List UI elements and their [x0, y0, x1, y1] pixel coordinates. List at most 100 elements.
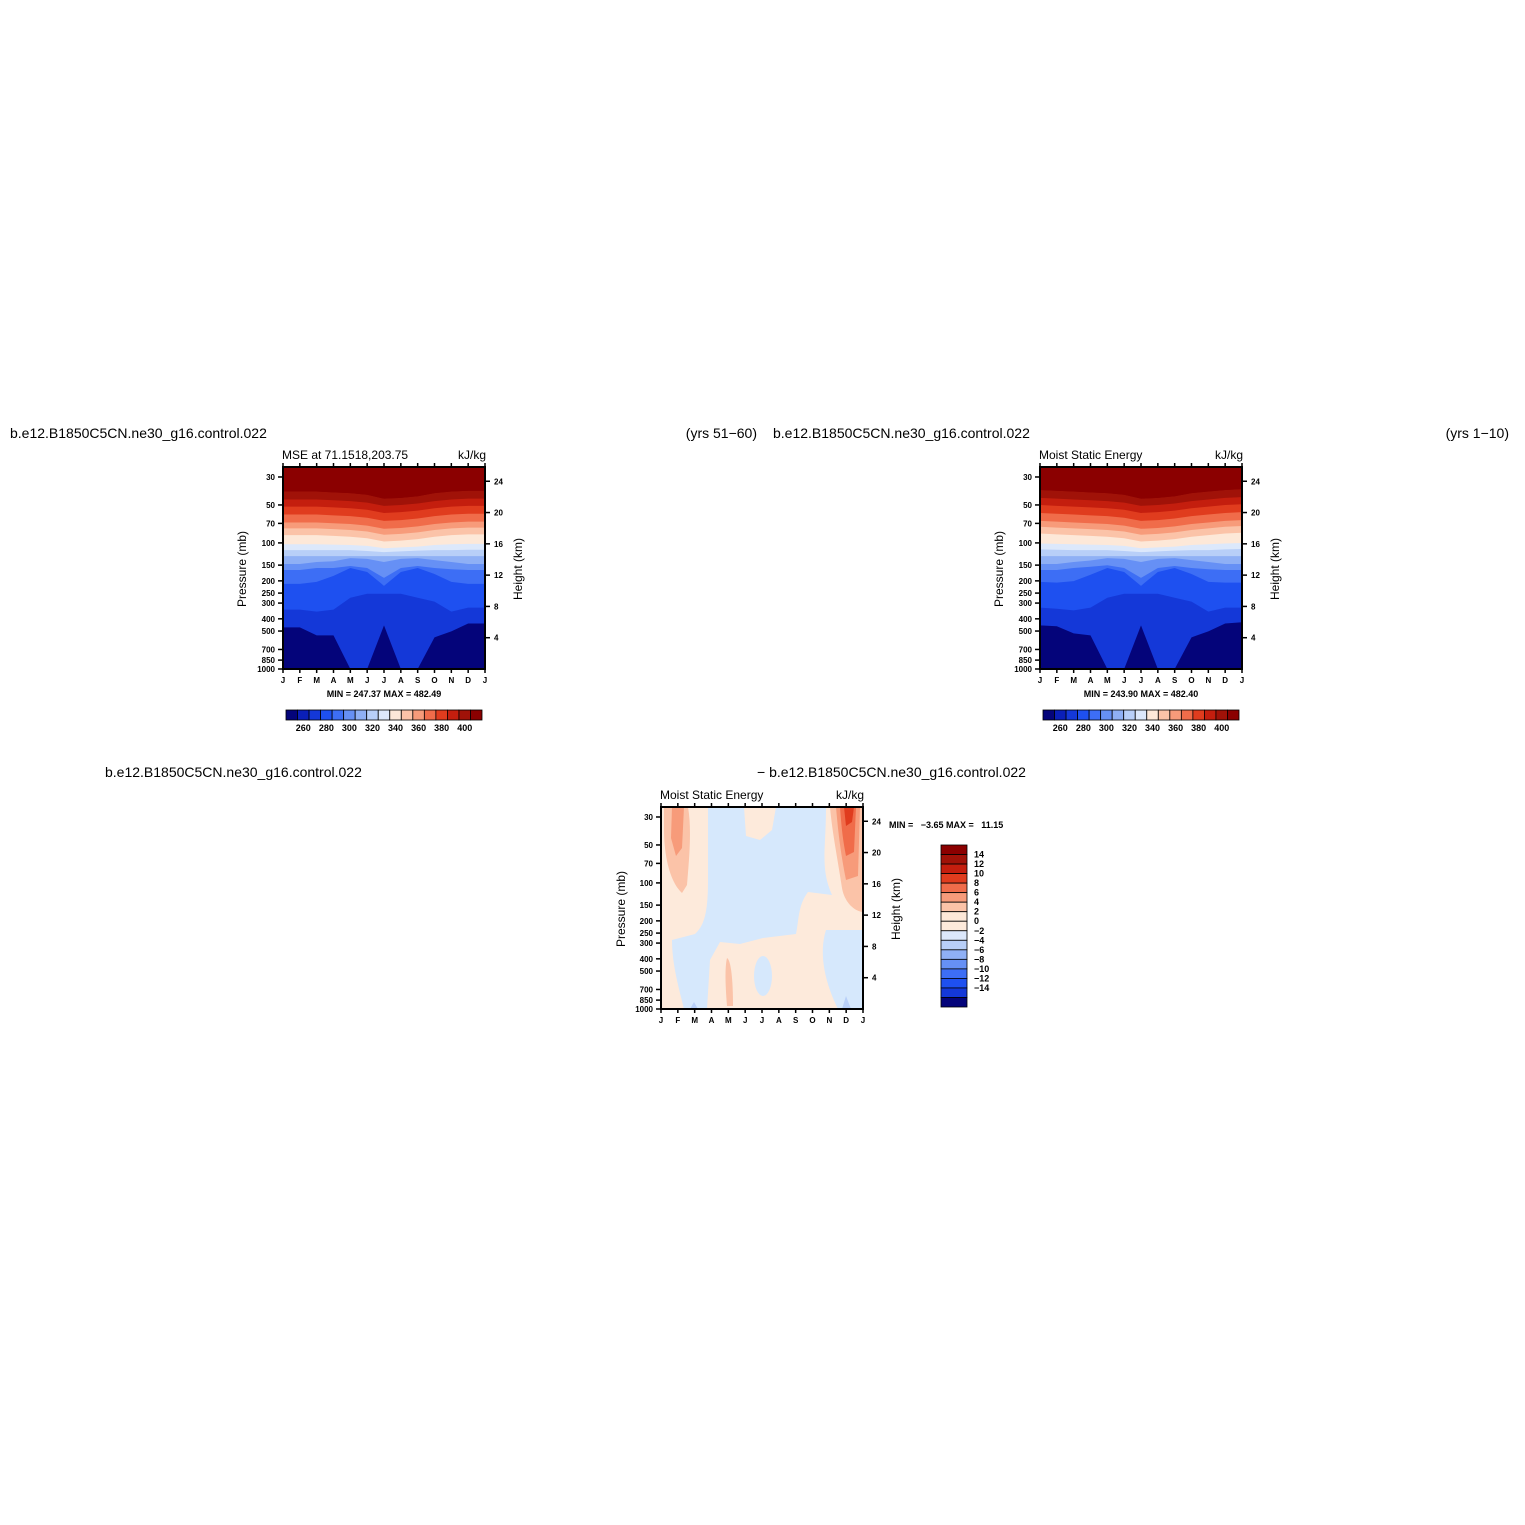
- colorbar-label: −12: [974, 973, 989, 983]
- colorbar-swatch: [1065, 709, 1078, 721]
- colorbar-label: 320: [1122, 723, 1137, 733]
- header-top-left-case: b.e12.B1850C5CN.ne30_g16.control.022: [10, 425, 267, 441]
- colorbar-label: 4: [974, 897, 979, 907]
- x-tick-label: J: [659, 1016, 663, 1025]
- y-tick-label: 400: [1019, 615, 1033, 624]
- colorbar-label: 360: [411, 723, 426, 733]
- negative-anomaly-dec-bottom: [842, 996, 851, 1009]
- x-tick-label: A: [776, 1016, 782, 1025]
- x-tick-label: N: [1205, 676, 1211, 685]
- colorbar-swatch: [940, 901, 968, 913]
- y-tick-label: 500: [640, 967, 654, 976]
- colorbar-swatch: [366, 709, 379, 721]
- y2-axis-label: Height (km): [1268, 538, 1282, 600]
- positive-cell-top: [744, 807, 776, 840]
- colorbar-swatch: [320, 709, 333, 721]
- colorbar-swatch: [470, 709, 483, 721]
- y-axis-label: Pressure (mb): [614, 871, 628, 947]
- colorbar-swatch: [1054, 709, 1067, 721]
- colorbar-label: 300: [342, 723, 357, 733]
- colorbar-label: −2: [974, 926, 984, 936]
- header-bottom-left-case: b.e12.B1850C5CN.ne30_g16.control.022: [105, 764, 362, 780]
- plot-title: MSE at 71.1518,203.75: [282, 448, 408, 462]
- y-tick-label: 400: [262, 615, 276, 624]
- x-tick-label: F: [297, 676, 302, 685]
- y-tick-label: 850: [1019, 656, 1033, 665]
- y2-tick-label: 20: [1251, 509, 1260, 518]
- colorbar-label: −10: [974, 964, 989, 974]
- colorbar-swatch: [412, 709, 425, 721]
- colorbar-label: −8: [974, 954, 984, 964]
- colorbar-label: 260: [296, 723, 311, 733]
- colorbar-swatch: [1157, 709, 1171, 721]
- y2-tick-label: 4: [494, 634, 499, 643]
- x-tick-label: M: [691, 1016, 698, 1025]
- x-tick-label: D: [843, 1016, 849, 1025]
- colorbar-swatch: [1111, 709, 1125, 721]
- x-tick-label: J: [365, 676, 369, 685]
- colorbar-swatch: [1100, 709, 1113, 721]
- colorbar-swatch: [1215, 709, 1228, 721]
- y2-axis-label: Height (km): [889, 878, 903, 940]
- negative-anomaly-feb-bottom: [690, 1002, 698, 1009]
- x-tick-label: D: [1222, 676, 1228, 685]
- x-tick-label: N: [826, 1016, 832, 1025]
- y2-tick-label: 16: [494, 540, 503, 549]
- colorbar-swatch: [1146, 709, 1159, 721]
- colorbar-swatch: [389, 709, 402, 721]
- x-tick-label: O: [431, 676, 437, 685]
- y-tick-label: 100: [262, 539, 276, 548]
- colorbar-swatch: [940, 958, 968, 970]
- y-tick-label: 200: [640, 917, 654, 926]
- x-tick-label: M: [347, 676, 354, 685]
- colorbar-label: 12: [974, 859, 984, 869]
- colorbar-swatch: [940, 949, 968, 960]
- contour-band-top: [283, 467, 485, 499]
- y2-tick-label: 24: [494, 477, 503, 486]
- colorbar-swatch: [435, 709, 448, 721]
- x-tick-label: F: [1054, 676, 1059, 685]
- colorbar-swatch: [940, 978, 968, 989]
- y-tick-label: 250: [640, 929, 654, 938]
- contour-band-top: [1040, 467, 1242, 499]
- colorbar-swatch: [447, 709, 460, 721]
- x-tick-label: J: [743, 1016, 747, 1025]
- y-tick-label: 1000: [257, 665, 275, 674]
- colorbar-swatch: [1042, 709, 1055, 721]
- colorbar-label: 0: [974, 916, 979, 926]
- y2-tick-label: 20: [494, 509, 503, 518]
- x-tick-label: J: [483, 676, 487, 685]
- contour-fill: [283, 467, 485, 669]
- y-tick-label: 250: [262, 589, 276, 598]
- y-tick-label: 700: [640, 985, 654, 994]
- colorbar-swatch: [940, 911, 968, 922]
- colorbar-swatch: [377, 709, 391, 721]
- y-tick-label: 1000: [1014, 665, 1032, 674]
- x-tick-label: J: [1122, 676, 1126, 685]
- y-tick-label: 850: [640, 996, 654, 1005]
- colorbar-label: 360: [1168, 723, 1183, 733]
- colorbar-swatch: [940, 854, 968, 865]
- y2-tick-label: 8: [1251, 602, 1256, 611]
- plot-units: kJ/kg: [458, 448, 486, 462]
- colorbar-swatch: [940, 930, 968, 941]
- y-tick-label: 50: [644, 841, 653, 850]
- colorbar-label: 6: [974, 888, 979, 898]
- y-tick-label: 100: [1019, 539, 1033, 548]
- y-axis-label: Pressure (mb): [992, 531, 1006, 607]
- y2-tick-label: 16: [872, 880, 881, 889]
- negative-region: [672, 807, 832, 1009]
- min-max-label: MIN = 247.37 MAX = 482.49: [327, 689, 442, 699]
- colorbar-label: 14: [974, 850, 984, 860]
- x-tick-label: S: [1172, 676, 1178, 685]
- colorbar-swatch: [1077, 709, 1090, 721]
- x-tick-label: M: [313, 676, 320, 685]
- y-tick-label: 50: [1023, 501, 1032, 510]
- negative-region-right: [822, 930, 863, 1009]
- y-tick-label: 400: [640, 955, 654, 964]
- negative-cell: [754, 956, 772, 996]
- y-tick-label: 850: [262, 656, 276, 665]
- colorbar-label: 320: [365, 723, 380, 733]
